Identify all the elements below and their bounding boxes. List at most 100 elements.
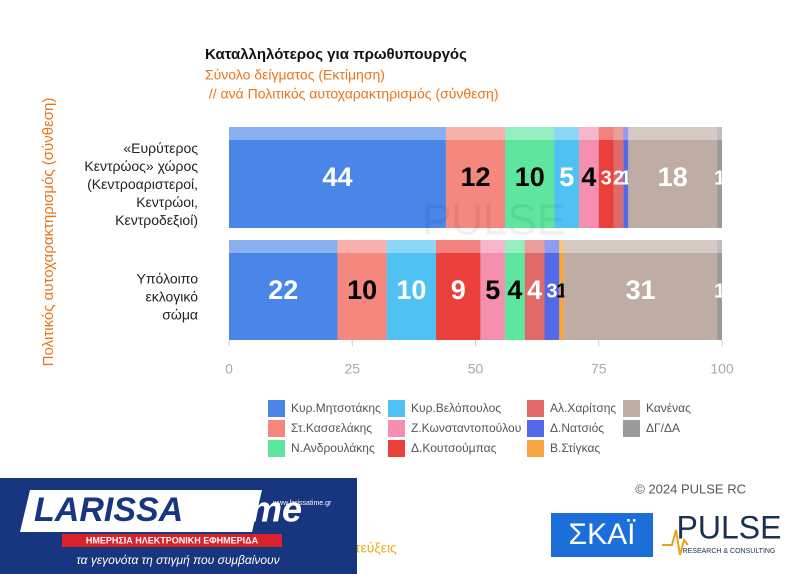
bar-highlight	[559, 240, 565, 253]
legend-label: Αλ.Χαρίτσης	[550, 401, 616, 415]
partial-text: τεύξεις	[355, 540, 397, 556]
data-label: 44	[322, 162, 352, 192]
bar-highlight	[337, 240, 387, 253]
banner-tag-box	[62, 534, 282, 547]
legend-label: Ν.Ανδρουλάκης	[291, 441, 375, 455]
bar-highlight	[386, 240, 437, 253]
skai-logo-box	[551, 513, 653, 557]
bar-segment	[229, 127, 446, 228]
legend-label: Κανένας	[646, 401, 691, 415]
bar-segment	[505, 240, 525, 340]
bar-segment	[579, 127, 599, 228]
bar-segment	[229, 240, 338, 340]
data-label: 4	[507, 275, 522, 305]
x-tick-label: 0	[225, 361, 233, 377]
data-label: 9	[451, 275, 466, 305]
legend-label: Στ.Κασσελάκης	[291, 421, 372, 435]
pulse-tagline: RESEARCH & CONSULTING	[683, 548, 776, 555]
bar-highlight	[598, 127, 614, 140]
bar-segment	[337, 240, 387, 340]
pulse-logo: PULSE	[677, 509, 782, 545]
y-axis-label: Πολιτικός αυτοχαρακτηρισμός (σύνθεση)	[40, 98, 57, 367]
bar-highlight	[579, 127, 599, 140]
data-label: 3	[601, 167, 612, 189]
y-tick-label: «Ευρύτερος	[123, 140, 198, 156]
data-label: 22	[268, 275, 298, 305]
data-label: 3	[546, 280, 557, 302]
legend-swatch	[388, 400, 405, 417]
data-label: 4	[527, 275, 542, 305]
banner-name: LARISSA	[34, 491, 183, 529]
bar-segment	[628, 127, 718, 228]
banner-shape	[20, 490, 262, 532]
bar-highlight	[229, 240, 338, 253]
bar-segment	[564, 240, 718, 340]
legend-swatch	[388, 420, 405, 437]
bar-segment	[436, 240, 481, 340]
legend-label: Κυρ.Μητσοτάκης	[291, 401, 381, 415]
bar-highlight	[505, 127, 555, 140]
y-tick-label: Υπόλοιπο	[137, 271, 199, 287]
bar-segment	[480, 240, 506, 340]
bar-segment	[445, 127, 506, 228]
x-tick-label: 100	[710, 361, 734, 377]
bar-segment	[623, 127, 629, 228]
data-label: 1	[556, 280, 567, 302]
bar-highlight	[445, 127, 506, 140]
legend-swatch	[268, 420, 285, 437]
data-label: 18	[658, 162, 688, 192]
bar-segment	[717, 240, 722, 340]
data-label: 5	[485, 275, 500, 305]
legend-swatch	[623, 420, 640, 437]
data-label: 1	[714, 280, 725, 302]
bar-highlight	[564, 240, 718, 253]
data-label: 1	[620, 167, 631, 189]
bar-segment	[598, 127, 614, 228]
legend-swatch	[388, 440, 405, 457]
subtitle: // ανά Πολιτικός αυτοχαρακτηρισμός (σύνθ…	[205, 86, 498, 102]
y-tick-label: Κεντρώος» χώρος	[84, 158, 198, 174]
copyright: © 2024 PULSE RC	[635, 481, 746, 496]
bar-highlight	[717, 240, 722, 253]
x-tick-label: 50	[468, 361, 484, 377]
watermark: PULSE	[422, 196, 566, 245]
y-tick-label: (Κεντροαριστεροί,	[87, 176, 198, 192]
data-label: 2	[613, 167, 624, 189]
bar-highlight	[717, 127, 722, 140]
legend-label: Β.Στίγκας	[550, 441, 600, 455]
legend-swatch	[268, 400, 285, 417]
data-label: 10	[396, 275, 426, 305]
bar-highlight	[554, 127, 580, 140]
bar-segment	[554, 127, 580, 228]
subtitle: Σύνολο δείγματος (Εκτίμηση)	[205, 67, 385, 83]
skai-logo: ΣΚΑΪ	[569, 518, 637, 551]
banner-name: time	[228, 489, 302, 530]
legend-label: Κυρ.Βελόπουλος	[411, 401, 501, 415]
y-tick-label: Κεντροδεξιοί)	[115, 212, 198, 228]
legend-swatch	[623, 400, 640, 417]
legend-label: Ζ.Κωνσταντοπούλου	[411, 421, 521, 435]
x-tick-label: 75	[591, 361, 607, 377]
bar-segment	[524, 240, 545, 340]
bar-highlight	[524, 240, 545, 253]
legend-swatch	[268, 440, 285, 457]
y-tick-label: εκλογικό	[145, 289, 198, 305]
bar-highlight	[436, 240, 481, 253]
data-label: 4	[581, 162, 596, 192]
pulse-wave	[662, 529, 689, 556]
data-label: 10	[515, 162, 545, 192]
y-tick-label: σώμα	[162, 307, 198, 323]
legend-swatch	[527, 420, 544, 437]
data-label: 1	[714, 167, 725, 189]
y-tick-label: Κεντρώοι,	[136, 194, 198, 210]
chart-title: Καταλληλότερος για πρωθυπουργός	[205, 46, 467, 63]
bar-segment	[717, 127, 722, 228]
legend-swatch	[527, 440, 544, 457]
banner-slogan: τα γεγονότα τη στιγμή που συμβαίνουν	[76, 553, 279, 567]
x-tick-label: 25	[344, 361, 360, 377]
legend-label: Δ.Νατσιός	[550, 421, 604, 435]
banner-tag: ΗΜΕΡΗΣΙΑ ΗΛΕΚΤΡΟΝΙΚΗ ΕΦΗΜΕΡΙΔΑ	[86, 535, 259, 545]
bar-highlight	[544, 240, 560, 253]
